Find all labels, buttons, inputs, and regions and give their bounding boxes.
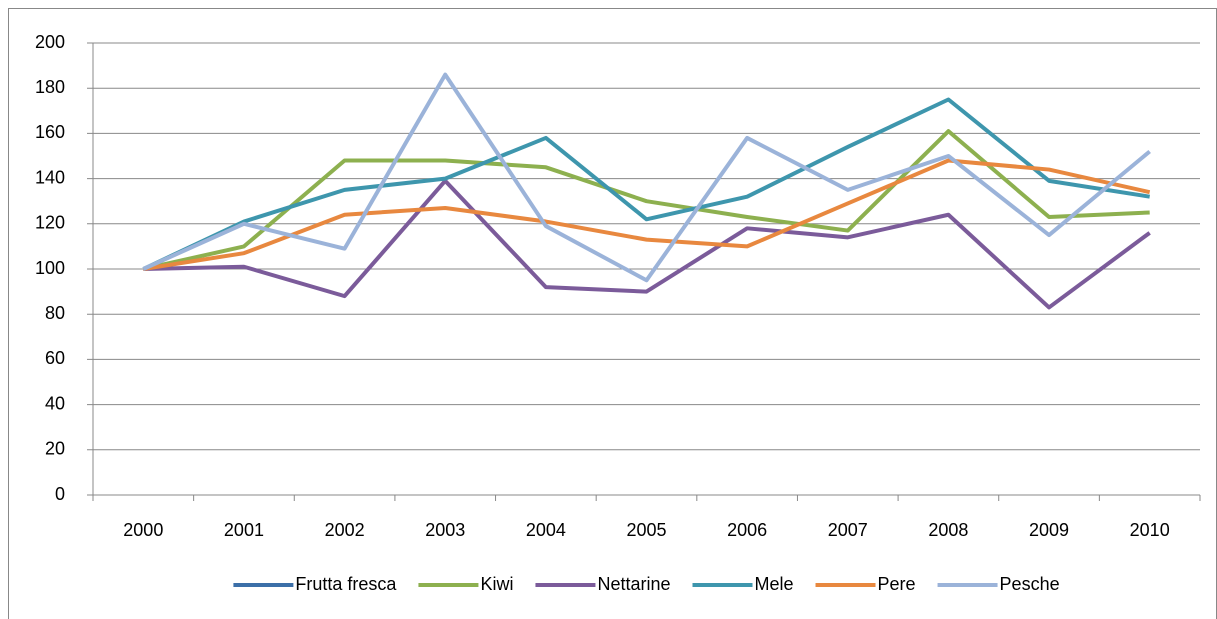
y-tick-label: 200: [35, 32, 65, 52]
x-tick-label: 2000: [123, 520, 163, 540]
x-tick-label: 2008: [928, 520, 968, 540]
series-line: [143, 178, 1151, 310]
x-tick-label: 2001: [224, 520, 264, 540]
x-tick-label: 2004: [526, 520, 566, 540]
x-tick-label: 2010: [1130, 520, 1170, 540]
y-tick-label: 60: [45, 348, 65, 368]
x-tick-label: 2006: [727, 520, 767, 540]
series-line: [142, 97, 1150, 271]
series-line: [142, 72, 1151, 283]
legend-label: Pere: [878, 574, 916, 594]
y-tick-label: 140: [35, 167, 65, 187]
y-tick-label: 120: [35, 213, 65, 233]
legend-label: Nettarine: [597, 574, 670, 594]
y-tick-label: 20: [45, 439, 65, 459]
y-tick-label: 40: [45, 393, 65, 413]
series-line: [142, 129, 1150, 271]
y-tick-label: 180: [35, 77, 65, 97]
x-tick-label: 2003: [425, 520, 465, 540]
y-tick-label: 100: [35, 258, 65, 278]
x-tick-label: 2002: [325, 520, 365, 540]
y-tick-label: 160: [35, 122, 65, 142]
legend-label: Pesche: [1000, 574, 1060, 594]
x-tick-label: 2007: [828, 520, 868, 540]
y-tick-label: 80: [45, 303, 65, 323]
x-tick-label: 2009: [1029, 520, 1069, 540]
legend-label: Kiwi: [480, 574, 513, 594]
series-line: [143, 158, 1151, 271]
legend-label: Mele: [755, 574, 794, 594]
y-tick-label: 0: [55, 484, 65, 504]
legend-label: Frutta fresca: [295, 574, 397, 594]
x-tick-label: 2005: [626, 520, 666, 540]
